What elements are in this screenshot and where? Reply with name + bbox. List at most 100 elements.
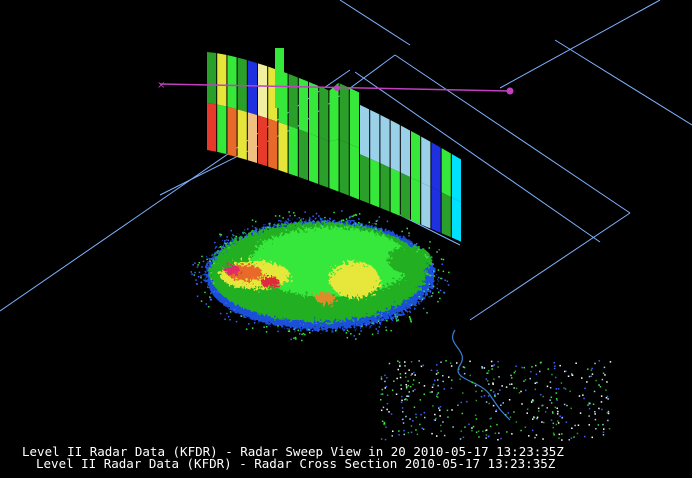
echo <box>418 360 420 362</box>
echo <box>392 430 394 432</box>
echo <box>212 282 215 284</box>
echo <box>561 439 563 441</box>
echo <box>439 297 441 300</box>
echo <box>219 233 221 235</box>
echo <box>204 291 206 294</box>
echo <box>374 222 376 225</box>
echo <box>200 281 203 284</box>
echo <box>570 437 573 439</box>
strip <box>278 122 288 174</box>
echo <box>197 276 200 278</box>
echo <box>207 306 210 308</box>
echo <box>287 330 290 332</box>
strip <box>451 154 461 203</box>
echo <box>386 408 388 411</box>
echo <box>566 404 568 407</box>
echo <box>428 283 430 286</box>
strip <box>400 172 410 220</box>
echo <box>194 271 196 274</box>
echo <box>415 413 417 416</box>
echo <box>440 277 442 280</box>
echo <box>546 385 549 388</box>
echo <box>579 412 582 414</box>
echo <box>394 314 396 316</box>
echo <box>226 236 228 238</box>
echo <box>550 419 553 421</box>
echo <box>410 320 412 322</box>
echo <box>440 424 442 427</box>
echo <box>380 393 382 395</box>
echo <box>520 429 522 432</box>
echo <box>443 388 445 390</box>
echo <box>294 327 296 330</box>
echo <box>428 255 431 257</box>
echo <box>483 395 486 397</box>
echo <box>353 220 355 222</box>
echo <box>432 292 434 294</box>
echo <box>230 229 232 232</box>
echo <box>441 277 443 280</box>
echo <box>540 393 542 396</box>
echo <box>602 423 604 426</box>
echo <box>508 399 511 401</box>
echo <box>341 210 343 212</box>
echo <box>563 387 565 389</box>
echo <box>414 388 416 391</box>
strip <box>349 87 359 149</box>
echo <box>395 318 398 320</box>
echo <box>450 387 453 389</box>
echo <box>531 400 533 403</box>
echo <box>590 375 593 377</box>
echo <box>429 274 432 277</box>
strip <box>441 192 451 238</box>
echo <box>405 398 407 400</box>
echo <box>606 381 608 383</box>
echo <box>507 412 510 414</box>
echo <box>534 436 536 439</box>
cross-section-line: × <box>157 80 514 95</box>
echo <box>417 248 420 251</box>
echo <box>460 430 462 432</box>
echo <box>422 428 425 430</box>
echo <box>251 232 254 234</box>
echo <box>452 426 454 428</box>
echo <box>391 435 393 437</box>
echo <box>551 373 553 376</box>
echo <box>494 432 497 434</box>
echo <box>358 333 361 335</box>
echo <box>440 430 442 432</box>
echo <box>245 328 248 330</box>
strip <box>431 142 441 192</box>
echo <box>442 270 445 273</box>
echo <box>227 315 230 318</box>
echo <box>410 425 413 427</box>
echo <box>214 241 216 244</box>
echo <box>263 326 265 328</box>
strip <box>237 57 247 112</box>
echo <box>402 418 404 420</box>
echo <box>478 436 480 438</box>
echo <box>555 398 558 400</box>
scattered-echoes <box>190 210 612 441</box>
echo <box>218 291 220 293</box>
echo <box>488 383 490 385</box>
echo <box>247 228 249 230</box>
strip <box>298 129 308 181</box>
echo <box>311 330 314 332</box>
echo <box>559 415 561 417</box>
echo <box>447 284 450 286</box>
echo <box>556 399 558 401</box>
echo <box>431 295 433 297</box>
echo <box>308 328 310 331</box>
echo <box>278 215 281 217</box>
echo <box>220 234 223 236</box>
echo <box>219 312 222 315</box>
echo <box>427 288 429 291</box>
echo <box>513 371 516 374</box>
strip <box>275 48 284 108</box>
echo <box>437 384 439 387</box>
echo <box>594 413 596 415</box>
echo <box>408 234 410 237</box>
echo <box>407 431 410 434</box>
echo <box>429 290 432 292</box>
